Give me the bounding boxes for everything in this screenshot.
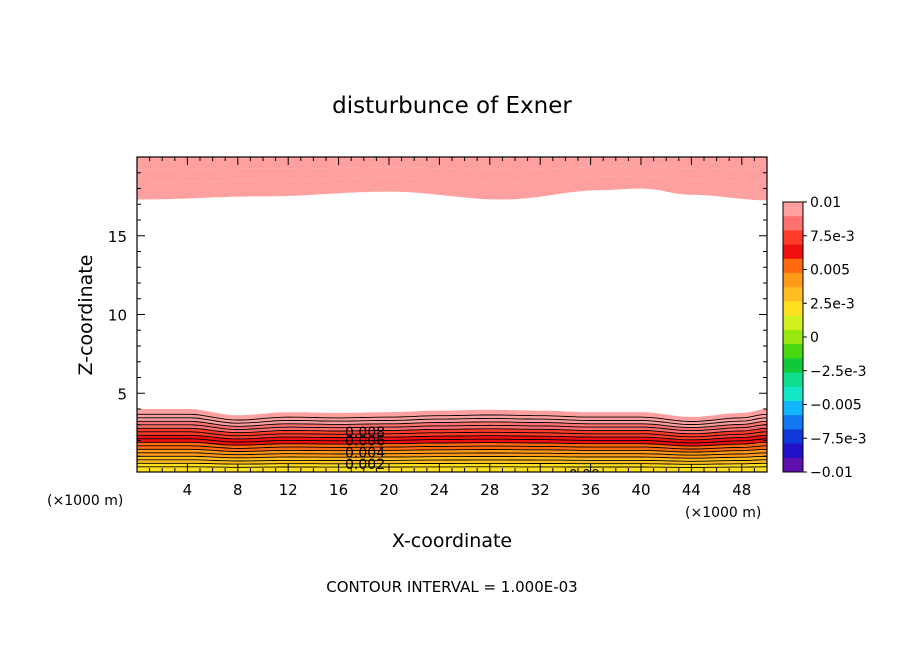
upper-band bbox=[137, 175, 767, 201]
colorbar-label: −7.5e-3 bbox=[810, 431, 867, 447]
x-tick-label: 36 bbox=[581, 481, 600, 499]
colorbar-swatch bbox=[783, 443, 803, 459]
contour-line bbox=[137, 452, 767, 456]
colorbar-swatch bbox=[783, 230, 803, 246]
contour-line bbox=[137, 448, 767, 453]
y-axis-label: Z-coordinate bbox=[75, 255, 97, 376]
x-tick-label: 40 bbox=[631, 481, 650, 499]
colorbar-label: 7.5e-3 bbox=[810, 229, 855, 245]
contour-line bbox=[137, 417, 767, 425]
upper-band bbox=[137, 157, 767, 170]
x-tick-label: 4 bbox=[183, 481, 193, 499]
colorbar-swatch bbox=[783, 287, 803, 302]
contour-label: 0.004 bbox=[345, 445, 385, 461]
contour-line bbox=[137, 413, 767, 422]
x-tick-label: 20 bbox=[379, 481, 398, 499]
x-tick-label: 12 bbox=[279, 481, 298, 499]
colorbar-swatch bbox=[783, 202, 803, 217]
upper-band bbox=[137, 166, 767, 183]
y-tick-labels: 5 10 15 bbox=[108, 228, 127, 403]
colorbar-swatch bbox=[783, 344, 803, 359]
contour-fields bbox=[137, 157, 767, 472]
colorbar-swatch bbox=[783, 400, 803, 416]
colorbar-label: 0.01 bbox=[810, 195, 841, 211]
contour-line bbox=[137, 438, 767, 444]
colorbar-swatch bbox=[783, 258, 803, 274]
x-unit-right: (×1000 m) bbox=[685, 505, 761, 521]
contour-line bbox=[137, 424, 767, 432]
colorbar-swatch bbox=[783, 415, 803, 430]
x-unit-left: (×1000 m) bbox=[47, 493, 123, 509]
lower-band bbox=[137, 459, 767, 465]
colorbar-swatch bbox=[783, 429, 803, 444]
x-tick-label: 48 bbox=[732, 481, 751, 499]
contour-line bbox=[137, 462, 767, 465]
x-tick-label: 24 bbox=[430, 481, 449, 499]
colorbar-label: 2.5e-3 bbox=[810, 296, 855, 312]
contour-line bbox=[137, 459, 767, 462]
colorbar-label: −2.5e-3 bbox=[810, 364, 867, 380]
contour-line bbox=[137, 441, 767, 447]
colorbar-swatch bbox=[783, 216, 803, 231]
x-tick-label: 44 bbox=[682, 481, 701, 499]
x-axis-label: X-coordinate bbox=[392, 530, 512, 552]
colorbar-swatch bbox=[783, 386, 803, 402]
contour-line bbox=[137, 445, 767, 450]
y-tick-label: 10 bbox=[108, 307, 127, 325]
x-tick-label: 8 bbox=[233, 481, 243, 499]
colorbar-label: 0.005 bbox=[810, 263, 850, 279]
colorbar-swatch bbox=[783, 372, 803, 388]
lower-band bbox=[137, 463, 767, 468]
colorbar-label: −0.01 bbox=[810, 465, 853, 481]
x-tick-label: 28 bbox=[480, 481, 499, 499]
colorbar-swatch bbox=[783, 358, 803, 373]
colorbar-swatch bbox=[783, 329, 803, 345]
contour-line bbox=[137, 420, 767, 429]
contour-line bbox=[137, 427, 767, 435]
contour-label: 0.00 bbox=[569, 467, 600, 483]
colorbar-swatch bbox=[783, 301, 803, 317]
colorbar: 0.01 7.5e-3 0.005 2.5e-3 0 −2.5e-3 −0.005 −7.5e… bbox=[782, 195, 867, 481]
colorbar-label: 0 bbox=[810, 330, 819, 346]
contour-line bbox=[137, 431, 767, 438]
chart-title: disturbunce of Exner bbox=[332, 93, 572, 119]
colorbar-swatch bbox=[783, 244, 803, 260]
contour-label: 0.002 bbox=[345, 457, 385, 473]
y-tick-label: 15 bbox=[108, 228, 127, 246]
colorbar-swatch bbox=[783, 457, 803, 473]
colorbar-label: −0.005 bbox=[810, 398, 862, 414]
colorbar-swatch bbox=[783, 273, 803, 288]
contour-line bbox=[137, 455, 767, 459]
axis-ticks bbox=[136, 156, 768, 473]
x-tick-labels: 4 8 12 16 20 24 28 32 36 40 44 48 bbox=[183, 481, 752, 499]
contour-label: 0.008 bbox=[345, 425, 385, 441]
contour-line bbox=[137, 434, 767, 441]
x-tick-label: 32 bbox=[531, 481, 550, 499]
x-tick-label: 16 bbox=[329, 481, 348, 499]
contour-interval-note: CONTOUR INTERVAL = 1.000E-03 bbox=[326, 578, 577, 596]
contour-line bbox=[137, 466, 767, 468]
y-tick-label: 5 bbox=[117, 385, 127, 403]
contour-label: 0.006 bbox=[345, 434, 385, 450]
colorbar-swatch bbox=[783, 315, 803, 331]
